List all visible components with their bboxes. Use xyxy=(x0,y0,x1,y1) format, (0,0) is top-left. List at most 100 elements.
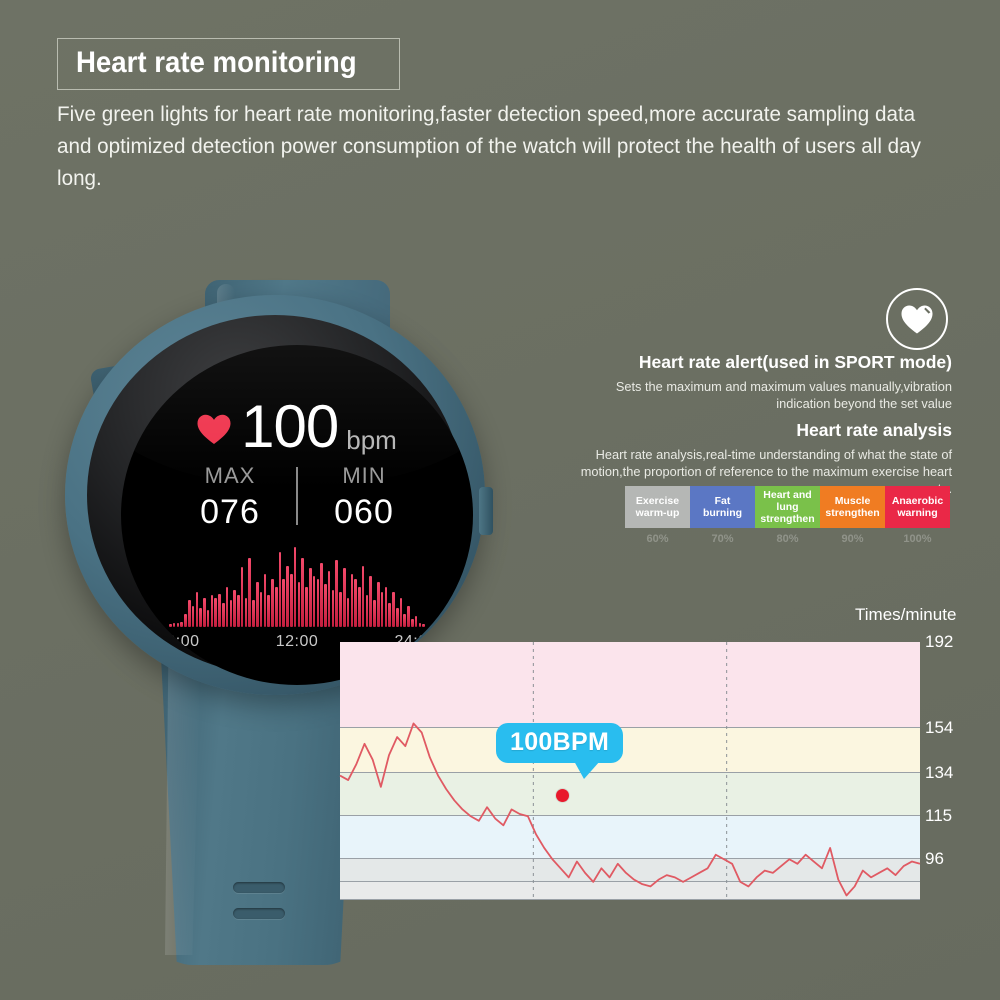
zone-cell[interactable]: Exercise warm-up xyxy=(625,486,690,528)
min-value: 060 xyxy=(334,493,394,531)
watch-bar xyxy=(278,552,282,627)
watch-bar xyxy=(191,605,195,627)
chart-y-tick-label: 96 xyxy=(925,849,944,869)
watch-bar xyxy=(256,581,259,627)
watch-bar xyxy=(407,605,410,627)
min-block: MIN 060 xyxy=(308,463,420,531)
chart-axis-title: Times/minute xyxy=(855,605,957,624)
chart-y-tick-label: 154 xyxy=(925,718,954,737)
max-value: 076 xyxy=(200,493,260,531)
watch-bar xyxy=(221,603,225,627)
bpm-callout: 100BPM xyxy=(496,723,624,779)
watch-bar xyxy=(271,579,274,627)
watch-bar xyxy=(229,600,233,627)
watch-bar xyxy=(316,579,320,627)
watch-bar xyxy=(331,589,335,627)
watch-body: 100 bpm MAX 076 MIN 060 xyxy=(65,295,493,695)
chart-y-tick-label: 192 xyxy=(925,632,954,651)
max-label: MAX xyxy=(204,463,256,488)
chart-y-tick-label: 115 xyxy=(925,806,953,826)
watch-bar xyxy=(388,603,391,627)
watch-screen[interactable]: 100 bpm MAX 076 MIN 060 xyxy=(121,345,473,685)
chart-highlight-marker xyxy=(556,789,569,802)
watch-bar xyxy=(210,595,214,627)
watch-bar xyxy=(203,597,206,627)
watch-side-button[interactable] xyxy=(479,487,493,535)
watch-bar xyxy=(218,593,221,627)
zone-percent-label: 90% xyxy=(841,533,864,545)
zone-percent-label: 60% xyxy=(646,533,669,545)
min-max-readout: MAX 076 MIN 060 xyxy=(121,463,473,531)
chart-y-tick-label: 134 xyxy=(925,763,954,783)
watch-bar xyxy=(169,624,172,627)
watch-bar xyxy=(240,567,244,627)
watch-bar xyxy=(305,587,308,627)
watch-bar xyxy=(377,581,380,627)
watch-bar xyxy=(267,595,270,627)
chart-band xyxy=(340,881,920,900)
page-title-box: Heart rate monitoring xyxy=(57,38,401,90)
chart-line-series xyxy=(339,722,921,897)
watch-bar-chart xyxy=(141,545,453,627)
smartwatch-image: 100 bpm MAX 076 MIN 060 xyxy=(55,270,525,990)
watch-bar xyxy=(361,565,365,627)
feature-description: Heart rate analysis,real-time understand… xyxy=(580,447,952,496)
watch-bar xyxy=(233,589,236,627)
chart-plot-area xyxy=(339,642,921,900)
watch-bar xyxy=(365,595,369,627)
zone-percent-label: 100% xyxy=(903,533,932,545)
strap-hole xyxy=(232,882,285,893)
watch-bar xyxy=(199,608,202,627)
zone-cell[interactable]: Heart and lung strengthen xyxy=(755,486,820,528)
watch-bar xyxy=(290,573,293,627)
chart-y-axis-labels: 192 154 134 115 96 xyxy=(925,632,985,900)
watch-bar xyxy=(252,600,255,627)
watch-bar xyxy=(354,579,357,627)
watch-bar xyxy=(380,592,384,627)
watch-bar xyxy=(176,623,180,627)
bpm-unit: bpm xyxy=(346,425,397,455)
min-label: MIN xyxy=(342,463,386,488)
watch-bar xyxy=(282,579,286,627)
feature-title: Heart rate alert(used in SPORT mode) xyxy=(638,352,952,372)
bpm-readout: 100 bpm xyxy=(121,397,473,457)
watch-bar xyxy=(225,587,229,627)
zone-cell[interactable]: Anaerobic warning xyxy=(885,486,950,528)
watch-time-label: 00:00 xyxy=(157,633,200,650)
bpm-value: 100 xyxy=(241,393,339,460)
zone-percent-label: 70% xyxy=(711,533,734,545)
chart-band xyxy=(340,816,920,860)
watch-bar xyxy=(339,592,342,627)
zone-cell[interactable]: Muscle strengthen xyxy=(820,486,885,528)
watch-bar xyxy=(418,623,422,627)
heart-icon xyxy=(197,414,231,445)
watch-bar xyxy=(320,563,323,627)
watch-bar xyxy=(384,587,388,627)
watch-bar xyxy=(274,587,278,627)
watch-bar xyxy=(395,608,399,627)
watch-bar xyxy=(350,573,354,627)
watch-bar xyxy=(286,565,289,627)
watch-bar xyxy=(399,597,403,627)
watch-bar xyxy=(369,576,373,627)
heart-rate-zone-percent-row: 60% 70% 80% 90% 100% xyxy=(625,533,950,545)
watch-bar xyxy=(244,597,248,627)
max-block: MAX 076 xyxy=(174,463,286,531)
watch-bar xyxy=(184,613,187,627)
zone-cell[interactable]: Fat burning xyxy=(690,486,755,528)
watch-bar xyxy=(411,619,414,627)
chart-band xyxy=(340,642,920,728)
watch-bezel: 100 bpm MAX 076 MIN 060 xyxy=(87,315,473,685)
heart-in-circle-icon xyxy=(886,288,948,350)
watch-bar xyxy=(206,609,210,627)
divider xyxy=(296,467,298,525)
feature-heart-rate-analysis: Heart rate analysis Heart rate analysis,… xyxy=(560,420,952,497)
heart-rate-zone-table: Exercise warm-up Fat burning Heart and lung s… xyxy=(625,486,950,528)
watch-bar xyxy=(297,581,301,627)
watch-bar xyxy=(214,597,217,627)
page-title: Heart rate monitoring xyxy=(76,46,357,79)
watch-time-label: 12:00 xyxy=(275,633,319,650)
watch-bar xyxy=(392,592,395,627)
watch-bar xyxy=(414,616,418,627)
